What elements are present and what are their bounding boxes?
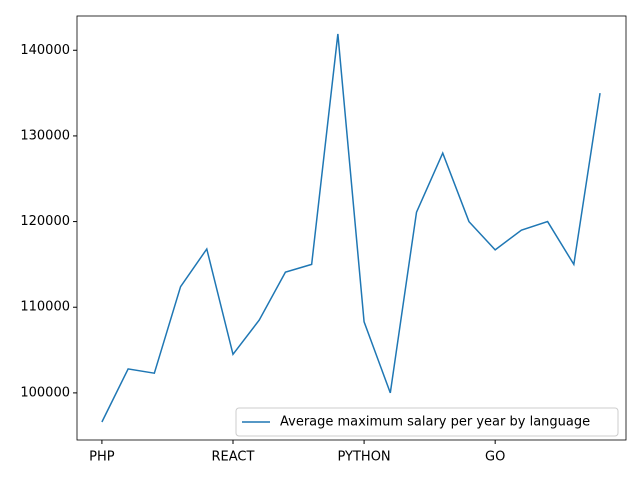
x-tick-label: REACT [212, 450, 255, 465]
legend-label: Average maximum salary per year by langu… [280, 415, 590, 430]
x-tick-label: PHP [89, 450, 115, 465]
plot-frame [76, 15, 627, 441]
y-tick-label: 110000 [20, 300, 70, 315]
y-tick-label: 120000 [20, 214, 70, 229]
legend-box [235, 407, 619, 437]
y-tick-label: 100000 [20, 385, 70, 400]
y-tick-label: 130000 [20, 128, 70, 143]
y-tick-label: 140000 [20, 43, 70, 58]
x-tick-label: GO [485, 450, 505, 465]
line [101, 33, 601, 423]
x-tick-label: PYTHON [337, 450, 390, 465]
